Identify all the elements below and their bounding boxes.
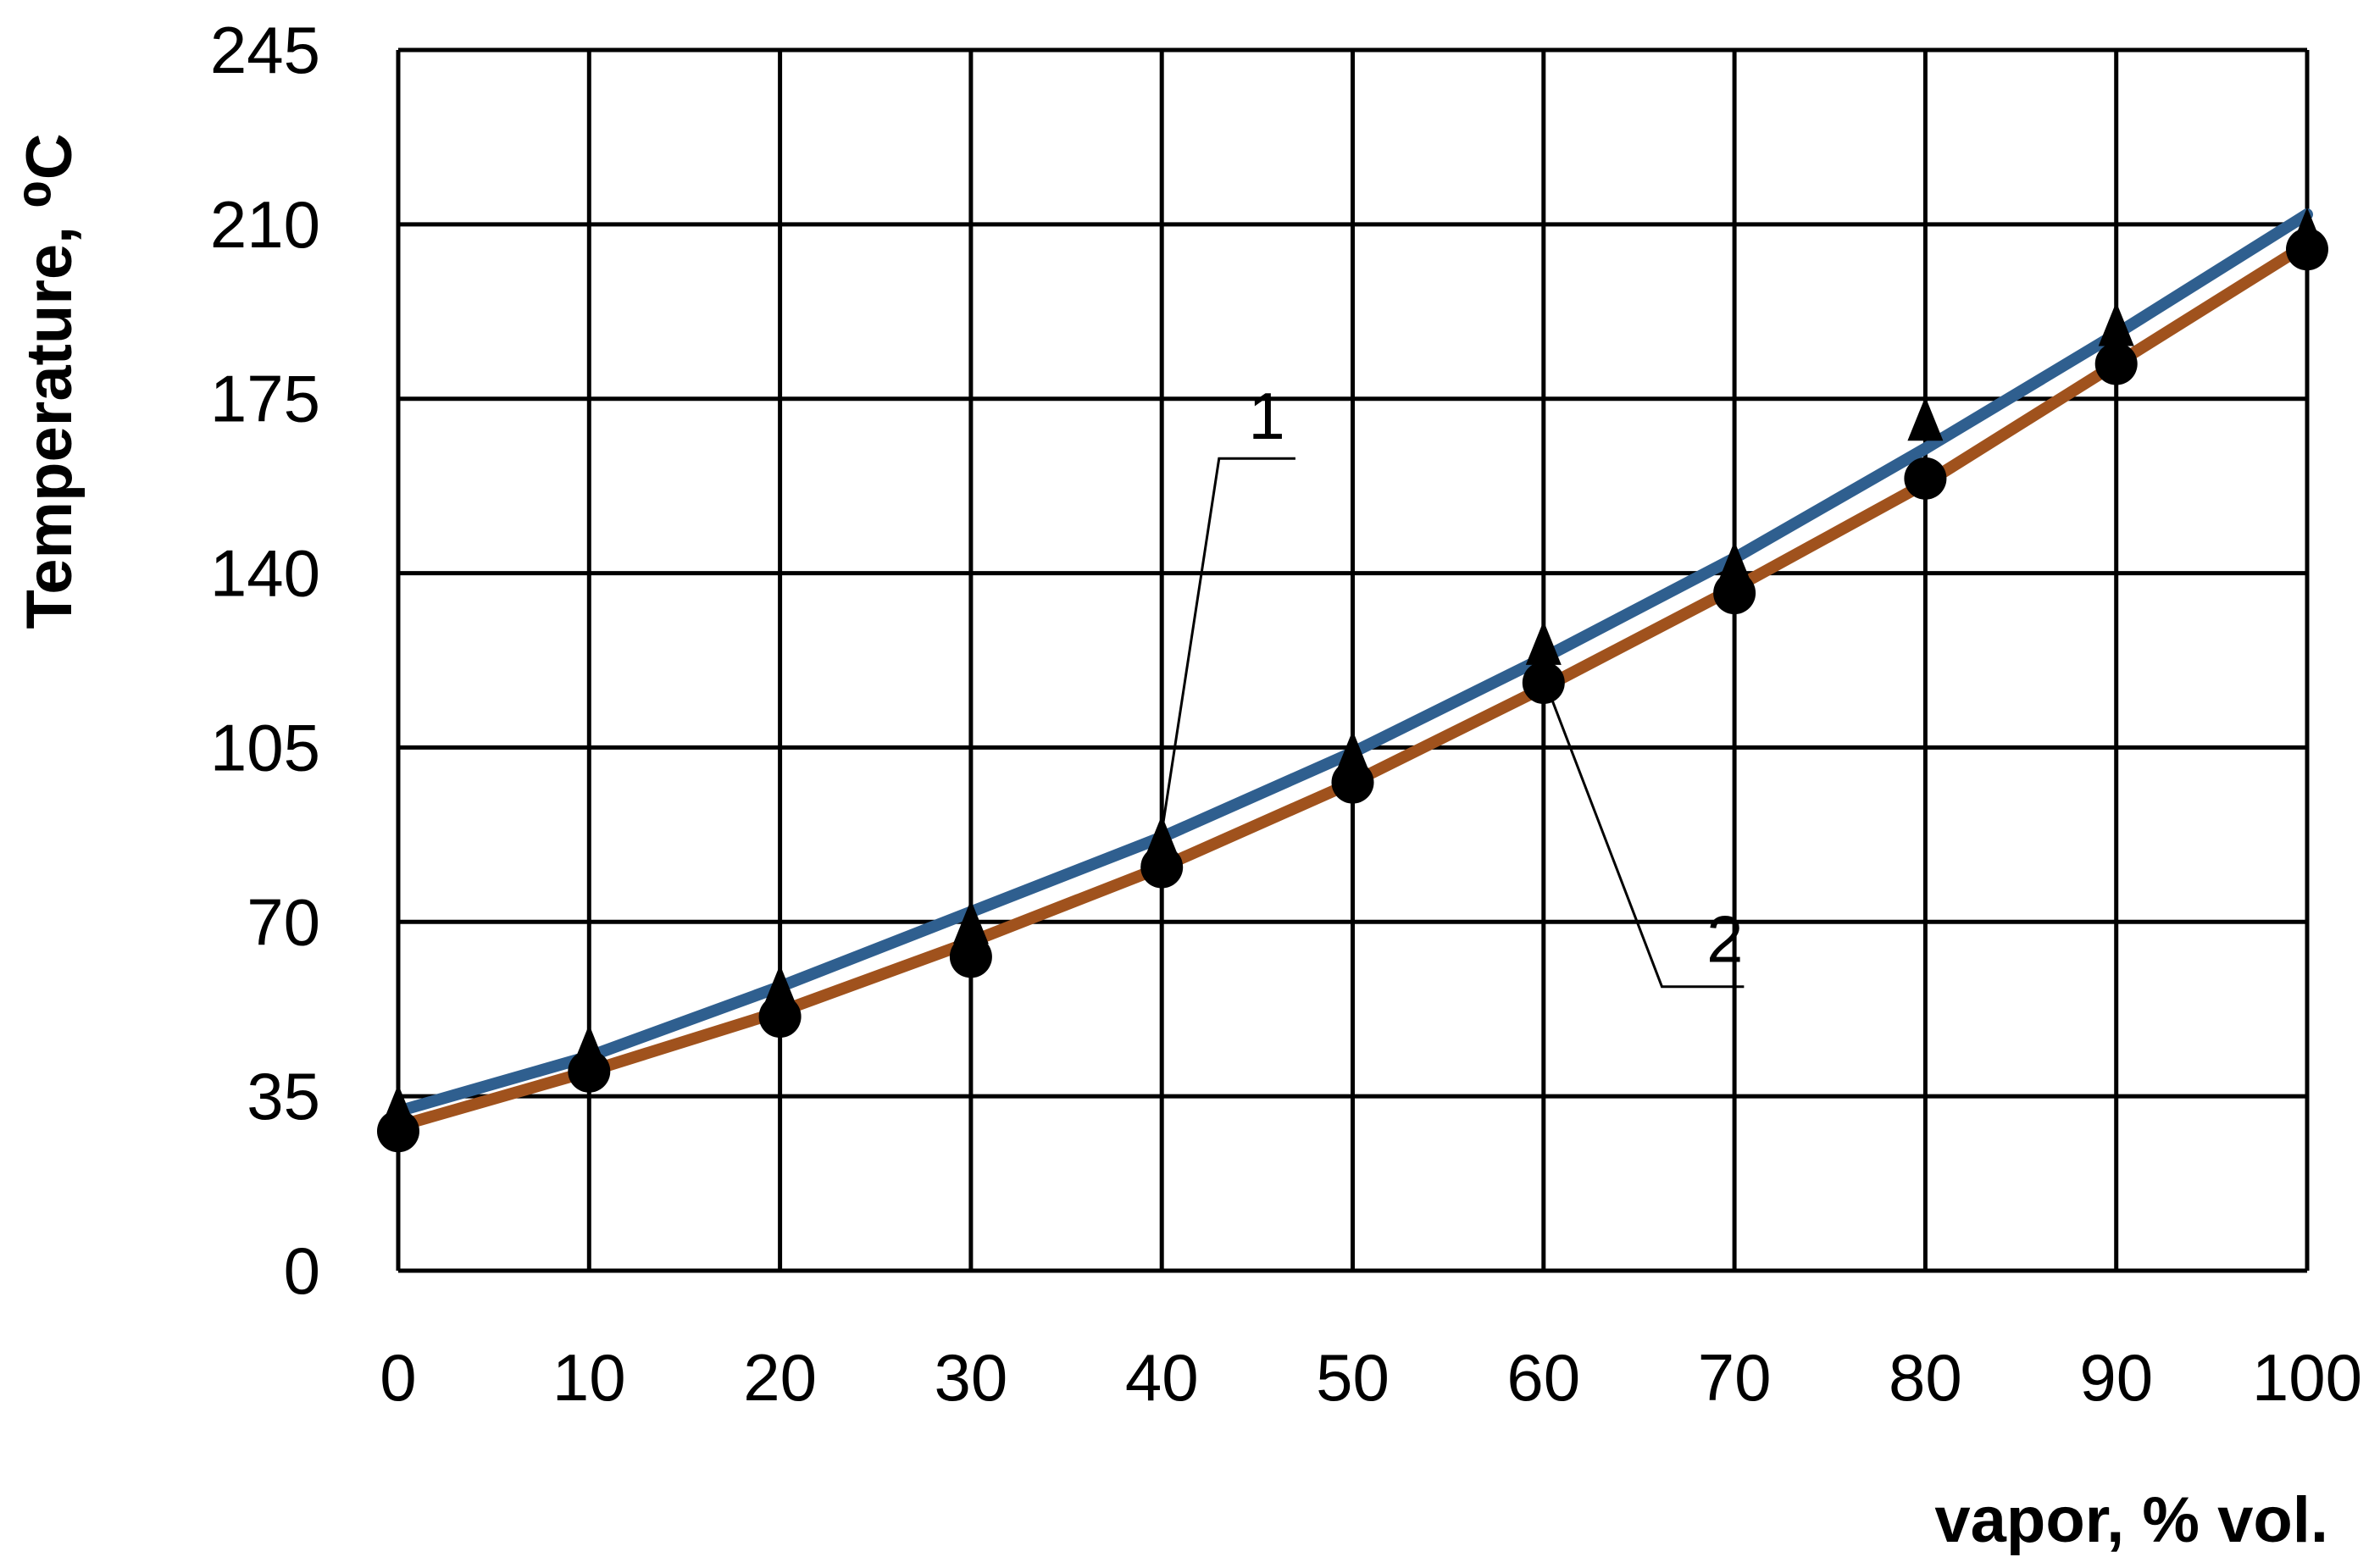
x-tick-label: 60 xyxy=(1506,1340,1580,1415)
y-tick-label: 245 xyxy=(210,13,320,87)
circle-marker xyxy=(377,1110,419,1153)
callout-annotations: 12 xyxy=(1157,379,1745,989)
y-tick-label: 140 xyxy=(210,536,320,611)
tick-labels: 0 10 20 30 40 50 60 70 80 90 100 0 35 70 105 140 175 210 2… xyxy=(210,13,2362,1415)
circle-marker xyxy=(2286,228,2328,271)
callout-leader-2 xyxy=(1545,687,1745,989)
callout-label-2: 2 xyxy=(1706,901,1743,976)
circle-marker xyxy=(1904,457,1947,500)
circle-marker xyxy=(758,995,802,1039)
circle-marker xyxy=(1140,845,1184,889)
x-tick-label: 90 xyxy=(2079,1340,2153,1415)
x-tick-label: 0 xyxy=(380,1340,416,1415)
x-tick-label: 70 xyxy=(1698,1340,1772,1415)
x-axis-title: vapor, % vol. xyxy=(1934,1484,2328,1556)
circle-marker xyxy=(949,935,992,978)
y-tick-label: 210 xyxy=(210,187,320,262)
y-tick-label: 105 xyxy=(210,710,320,784)
x-tick-label: 80 xyxy=(1889,1340,1962,1415)
triangle-marker xyxy=(1907,396,1944,441)
circle-marker xyxy=(1331,761,1374,804)
x-tick-label: 40 xyxy=(1125,1340,1199,1415)
y-tick-label: 175 xyxy=(210,362,320,436)
circle-marker xyxy=(1522,661,1565,704)
x-tick-label: 30 xyxy=(935,1340,1008,1415)
x-tick-label: 10 xyxy=(552,1340,626,1415)
triangle-marker xyxy=(2098,302,2134,346)
y-tick-label: 0 xyxy=(284,1233,320,1308)
data-markers xyxy=(377,207,2328,1153)
y-axis-title: Temperature, ⁰C xyxy=(14,133,86,629)
triangle-marker xyxy=(1525,620,1562,665)
x-tick-label: 100 xyxy=(2252,1340,2362,1415)
circle-marker xyxy=(1713,572,1756,615)
circle-marker xyxy=(2094,342,2138,385)
callout-leader-1 xyxy=(1157,457,1295,858)
x-tick-label: 50 xyxy=(1316,1340,1390,1415)
triangle-marker xyxy=(952,900,989,945)
circle-marker xyxy=(568,1050,611,1093)
y-tick-label: 35 xyxy=(247,1059,320,1133)
callout-label-1: 1 xyxy=(1248,379,1284,453)
x-tick-label: 20 xyxy=(743,1340,817,1415)
y-tick-label: 70 xyxy=(247,884,320,959)
